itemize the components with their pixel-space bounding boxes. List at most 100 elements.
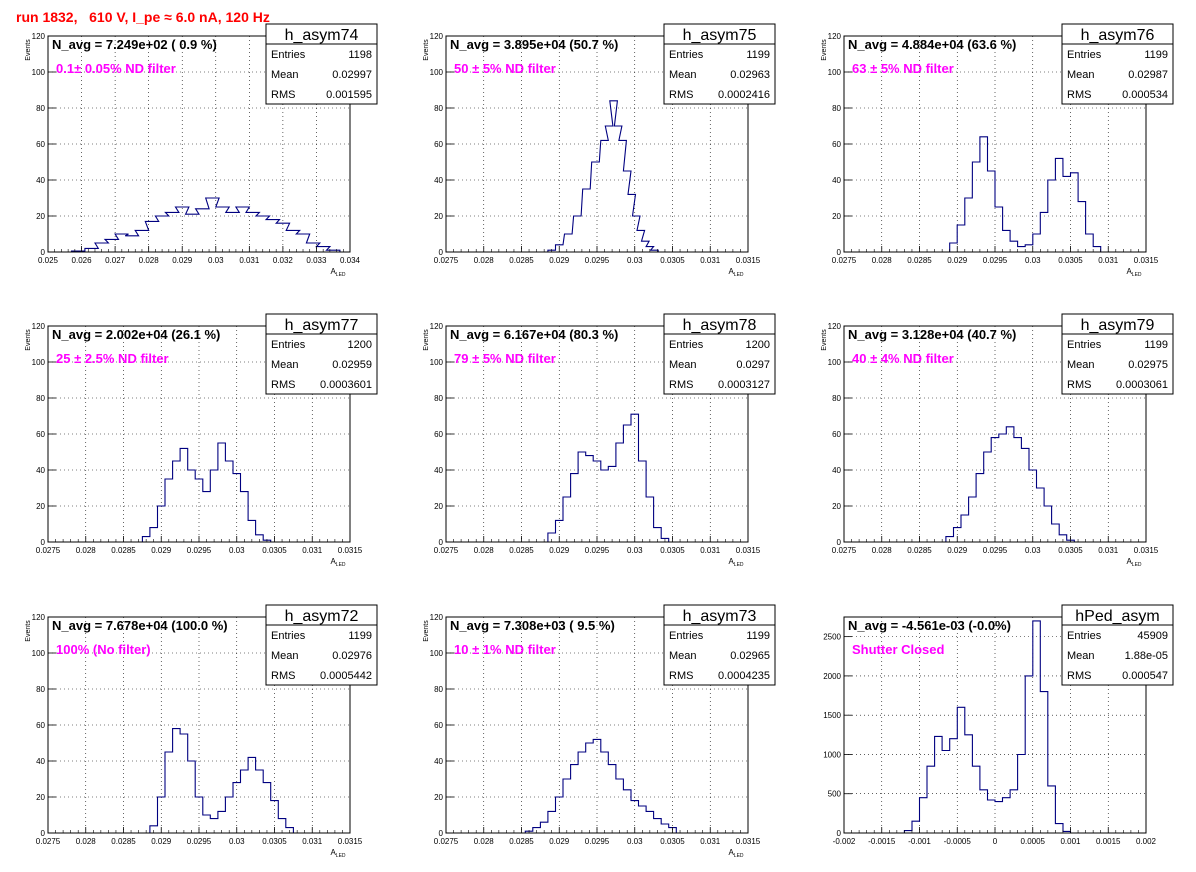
stats-box [663,604,776,686]
x-tick-label: 0.0305 [1058,256,1083,265]
x-tick-label: 0.028 [474,256,495,265]
y-tick-label: 20 [434,502,443,511]
x-tick-label: 0.0305 [660,256,685,265]
stats-rms-label: RMS [271,670,295,682]
x-tick-label: 0.033 [306,256,327,265]
x-tick-label: 0.031 [1098,256,1119,265]
x-tick-label: 0.034 [340,256,361,265]
x-tick-label: 0.028 [139,256,160,265]
stats-entries-value: 1198 [348,49,372,61]
histogram-panel-h_asym75: 0.0275 0.028 0.0285 0.029 0.0295 0.03 0.0305 0.… [423,23,776,278]
y-axis-title: Events [25,620,32,642]
x-tick-label: 0.0015 [1096,837,1121,846]
stats-mean-label: Mean [1067,359,1095,371]
y-tick-label: 80 [832,394,841,403]
n-avg-label: N_avg = 7.308e+03 ( 9.5 %) [450,618,615,633]
stats-entries-label: Entries [669,339,704,351]
stats-entries-label: Entries [669,49,704,61]
stats-mean-label: Mean [669,650,697,662]
stats-rms-value: 0.0002416 [718,89,770,101]
n-avg-label: N_avg = -4.561e-03 (-0.0%) [848,618,1011,633]
histogram-name: hPed_asym [1075,608,1160,625]
stats-rms-value: 0.001595 [326,89,372,101]
n-avg-label: N_avg = 4.884e+04 (63.6 %) [848,37,1016,52]
x-tick-label: 0.0275 [36,546,61,555]
x-tick-label: 0.029 [151,546,172,555]
x-tick-label: 0.0295 [585,546,610,555]
y-tick-label: 0 [439,538,444,547]
y-tick-label: 20 [832,502,841,511]
y-tick-label: 40 [36,176,45,185]
y-tick-label: 60 [832,140,841,149]
stats-entries-label: Entries [271,630,306,642]
stats-box [663,23,776,105]
stats-mean-label: Mean [1067,69,1095,81]
x-tick-label: 0.029 [549,837,570,846]
histogram-series [903,620,1072,833]
stats-rms-label: RMS [1067,670,1091,682]
histogram-panel-h_asym73: 0.0275 0.028 0.0285 0.029 0.0295 0.03 0.0305 0.… [423,604,776,859]
y-tick-label: 20 [36,793,45,802]
y-tick-label: 80 [36,394,45,403]
y-tick-label: 120 [430,322,444,331]
y-tick-label: 60 [36,430,45,439]
stats-box [265,604,378,686]
y-tick-label: 1500 [823,711,841,720]
stats-mean-value: 0.02987 [1128,69,1168,81]
x-tick-label: 0.0295 [585,837,610,846]
y-axis-title: Events [821,39,828,61]
stats-mean-label: Mean [271,359,299,371]
x-tick-label: 0.0275 [36,837,61,846]
filter-label: 50 ± 5% ND filter [454,61,556,76]
stats-mean-value: 0.02963 [730,69,770,81]
stats-box [1061,313,1174,395]
stats-mean-value: 0.02997 [332,69,372,81]
x-tick-label: 0.029 [151,837,172,846]
y-tick-label: 40 [36,466,45,475]
stats-entries-value: 1199 [348,630,372,642]
y-tick-label: 100 [430,358,444,367]
stats-rms-label: RMS [669,89,693,101]
y-tick-label: 120 [32,613,46,622]
y-axis-title: Events [821,329,828,351]
x-tick-label: 0.03 [627,546,643,555]
filter-label: 0.1± 0.05% ND filter [56,61,176,76]
y-axis-title: Events [423,39,430,61]
stats-rms-label: RMS [271,379,295,391]
y-tick-label: 80 [434,104,443,113]
y-tick-label: 100 [828,358,842,367]
y-axis-title: Events [25,39,32,61]
y-tick-label: 100 [430,649,444,658]
y-tick-label: 80 [36,685,45,694]
stats-rms-value: 0.0003127 [718,379,770,391]
x-tick-label: 0.002 [1136,837,1157,846]
x-tick-label: 0.0275 [434,256,459,265]
stats-rms-value: 0.000534 [1122,89,1168,101]
histogram-panel-h_asym76: 0.0275 0.028 0.0285 0.029 0.0295 0.03 0.0305 0.… [821,23,1174,278]
stats-entries-label: Entries [1067,49,1102,61]
y-tick-label: 100 [32,68,46,77]
histogram-series [149,728,294,833]
x-tick-label: 0.0275 [832,256,857,265]
x-tick-label: 0.031 [302,546,323,555]
y-tick-label: 60 [434,430,443,439]
run-title: run 1832, 610 V, I_pe ≈ 6.0 nA, 120 Hz [16,9,270,25]
y-tick-label: 60 [434,140,443,149]
stats-entries-label: Entries [1067,630,1102,642]
x-tick-label: 0.001 [1060,837,1081,846]
x-tick-label: 0.0295 [983,256,1008,265]
x-tick-label: -0.002 [833,837,856,846]
x-tick-label: 0.031 [302,837,323,846]
x-tick-label: 0.0285 [111,837,136,846]
histogram-panel-hPed_asym: -0.002 -0.0015 -0.001 -0.0005 0 0.0005 0.001 0.… [823,604,1174,846]
stats-mean-label: Mean [1067,650,1095,662]
stats-rms-value: 0.0004235 [718,670,770,682]
y-tick-label: 20 [434,212,443,221]
x-tick-label: 0.0285 [509,256,534,265]
x-tick-label: -0.0015 [868,837,896,846]
n-avg-label: N_avg = 6.167e+04 (80.3 %) [450,327,618,342]
x-tick-label: 0.0315 [338,546,363,555]
stats-entries-value: 1199 [746,49,770,61]
x-tick-label: 0.025 [38,256,59,265]
y-tick-label: 80 [832,104,841,113]
